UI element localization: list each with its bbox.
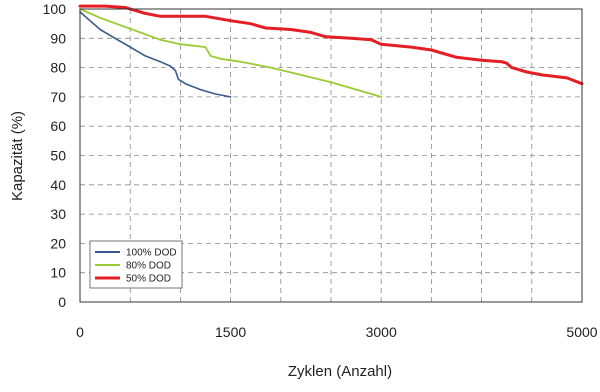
x-tick-label: 5000	[566, 324, 597, 340]
y-axis-label: Kapazität (%)	[9, 111, 26, 201]
y-tick-label: 50	[50, 148, 66, 164]
ticks-layer: 0 10 20 30 40 50 60 70 80 90 100 0 1500 3000 5000	[43, 1, 598, 340]
y-tick-label: 40	[50, 177, 66, 193]
x-tick-label: 1500	[215, 324, 246, 340]
y-tick-label: 90	[50, 30, 66, 46]
x-tick-label: 3000	[366, 324, 397, 340]
y-tick-label: 30	[50, 206, 66, 222]
x-axis-label: Zyklen (Anzahl)	[288, 363, 392, 380]
series-line	[79, 11, 232, 98]
y-tick-label: 10	[50, 265, 66, 281]
y-tick-label: 20	[50, 235, 66, 251]
y-tick-label: 100	[43, 1, 67, 17]
y-tick-label: 70	[50, 89, 66, 105]
legend-label: 80% DOD	[126, 261, 171, 272]
legend-label: 100% DOD	[126, 248, 177, 259]
series-line	[79, 8, 383, 98]
series-line	[78, 4, 584, 86]
legend: 100% DOD 80% DOD 50% DOD	[89, 240, 183, 289]
plot-frame	[79, 8, 583, 303]
x-tick-label: 0	[76, 324, 84, 340]
legend-label: 50% DOD	[126, 274, 171, 285]
series-layer	[78, 4, 584, 98]
y-tick-label: 80	[50, 60, 66, 76]
y-tick-label: 0	[58, 294, 66, 310]
y-tick-label: 60	[50, 118, 66, 134]
grid-layer	[80, 9, 582, 302]
